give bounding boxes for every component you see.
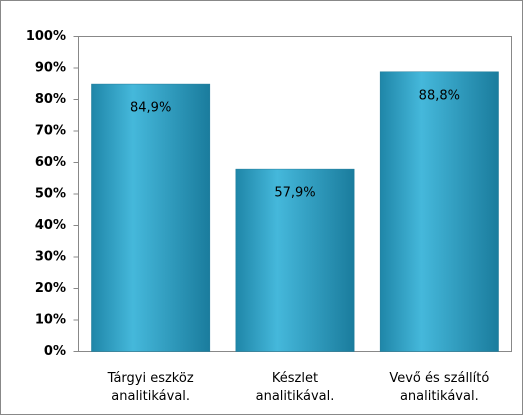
y-tick-label: 30% <box>35 250 66 265</box>
data-label: 84,9% <box>130 101 171 116</box>
bar <box>235 168 355 352</box>
bar <box>379 71 499 352</box>
y-tick-label: 50% <box>35 187 66 202</box>
y-tick-label: 70% <box>35 124 66 139</box>
x-tick-label: Készlet analitikával. <box>255 370 335 404</box>
y-tick-label: 40% <box>35 218 66 233</box>
y-tick-label: 80% <box>35 92 66 107</box>
y-tick-label: 10% <box>35 313 66 328</box>
data-label: 57,9% <box>274 186 315 201</box>
data-label: 88,8% <box>419 88 460 103</box>
x-tick-label: Tárgyi eszköz analitikával. <box>107 370 194 404</box>
bar <box>91 83 211 352</box>
x-tick-label: Vevő és szállító analitikával. <box>389 370 490 404</box>
y-tick-label: 60% <box>35 155 66 170</box>
y-tick-label: 20% <box>35 281 66 296</box>
y-tick-label: 100% <box>26 29 66 44</box>
y-tick-label: 90% <box>35 61 66 76</box>
y-tick-label: 0% <box>44 344 66 359</box>
